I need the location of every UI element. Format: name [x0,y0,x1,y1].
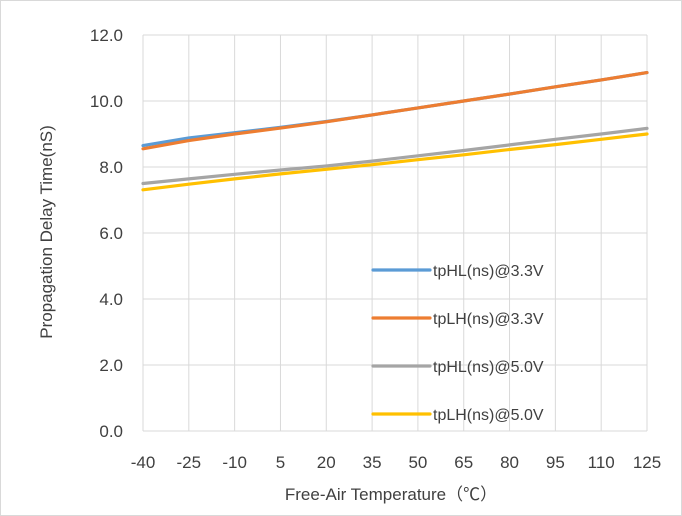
y-axis-title: Propagation Delay Time(nS) [37,125,56,339]
x-tick-label: 65 [454,453,473,472]
series-layer [141,70,649,192]
axis-layer: 0.0 2.0 4.0 6.0 8.0 10.0 12.0 -40 -25 -10 5 20 35 50 6… [90,26,661,472]
legend-label-1: tpHL(ns)@3.3V [433,263,544,280]
y-tick-label: 4.0 [99,290,123,309]
legend-label-2: tpLH(ns)@3.3V [433,311,544,328]
x-tick-label: 35 [363,453,382,472]
x-tick-label: 5 [276,453,285,472]
legend: tpHL(ns)@3.3V tpLH(ns)@3.3V tpHL(ns)@5.0V t… [371,263,544,424]
series-line-2 [141,70,649,151]
x-tick-label: -25 [177,453,202,472]
x-tick-label: 50 [408,453,427,472]
y-tick-label: 8.0 [99,158,123,177]
x-tick-label: -10 [222,453,247,472]
x-tick-label: 125 [633,453,661,472]
y-tick-label: 6.0 [99,224,123,243]
x-axis-title: Free-Air Temperature（℃） [285,485,497,504]
series-line-4 [141,132,649,192]
legend-label-4: tpLH(ns)@5.0V [433,407,544,424]
x-tick-label: 95 [546,453,565,472]
x-tick-label: 110 [588,453,615,472]
y-tick-label: 10.0 [90,92,123,111]
legend-label-3: tpHL(ns)@5.0V [433,359,544,376]
grid-layer [142,34,648,432]
x-tick-label: -40 [131,453,156,472]
y-tick-label: 12.0 [90,26,123,45]
x-tick-label: 20 [317,453,336,472]
series-line-3 [141,126,649,186]
y-tick-label: 0.0 [99,422,123,441]
y-tick-label: 2.0 [99,356,123,375]
x-tick-label: 80 [500,453,519,472]
